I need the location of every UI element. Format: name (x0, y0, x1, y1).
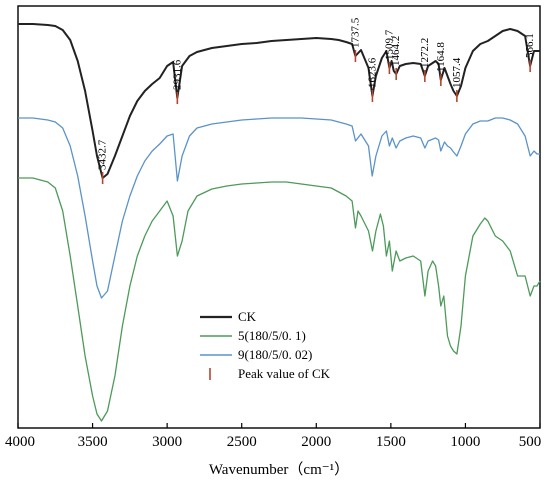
x-tick-label: 3500 (78, 434, 108, 450)
x-tick-label: 4000 (5, 434, 35, 450)
peak-label: 2931.6 (171, 59, 183, 90)
x-tick-label: 500 (519, 434, 542, 450)
legend-label: 9(180/5/0. 02) (238, 347, 312, 362)
series-line-ck (18, 23, 540, 179)
peak-label: 566.1 (524, 33, 536, 58)
x-axis-label: Wavenumber（cm⁻¹） (209, 461, 349, 478)
peak-label: 1164.8 (435, 42, 447, 72)
peak-label: 1272.2 (419, 38, 431, 68)
peak-label: 1057.4 (451, 57, 463, 88)
legend-label: 5(180/5/0. 1) (238, 328, 306, 343)
legend: CK 5(180/5/0. 1) 9(180/5/0. 02) Peak value … (200, 309, 331, 381)
series-line-9-180-5-0-02 (18, 117, 540, 299)
series-layer (18, 23, 541, 422)
x-tick-label: 1500 (376, 434, 406, 450)
x-axis-ticks: 4000 3500 3000 2500 2000 1500 1000 500 (5, 423, 541, 450)
peak-label: 1509.7 (383, 29, 395, 60)
legend-label: Peak value of CK (238, 366, 331, 381)
plot-frame (17, 5, 541, 429)
peak-label: 1623.6 (366, 57, 378, 88)
x-tick-label: 2500 (227, 434, 257, 450)
peak-label: 1737.5 (349, 17, 361, 48)
x-tick-label: 3000 (152, 434, 182, 450)
series-line-5-180-5-0-1 (18, 177, 541, 422)
x-tick-label: 1000 (450, 434, 480, 450)
x-tick-label: 2000 (301, 434, 331, 450)
legend-label: CK (238, 309, 257, 324)
peak-label: 1464.2 (390, 36, 402, 66)
peak-label: 3432.7 (97, 139, 109, 170)
